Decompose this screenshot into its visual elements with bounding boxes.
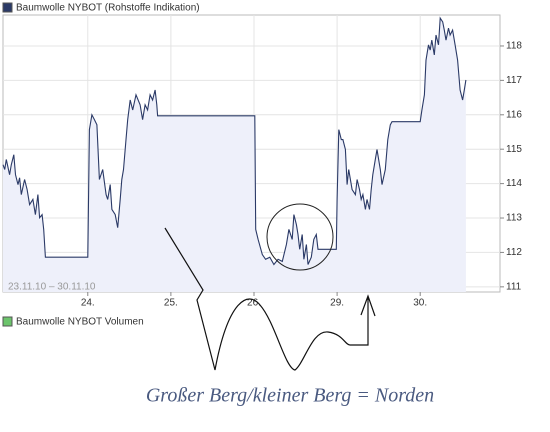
- y-tick-label: 112: [506, 247, 522, 258]
- annotation-sketch: [164, 227, 376, 371]
- volume-swatch: [2, 316, 13, 327]
- line: [2, 16, 467, 266]
- y-tick-label: 115: [506, 144, 522, 155]
- y-tick-label: 116: [506, 109, 522, 120]
- y-tick-label: 117: [506, 75, 522, 86]
- annotation: Großer Berg/kleiner Berg = Norden: [146, 385, 434, 407]
- y-tick-label: 114: [506, 178, 522, 189]
- y-tick-label: 111: [506, 281, 522, 292]
- date-range: 23.11.10 – 30.11.10: [8, 282, 96, 293]
- area: [3, 18, 466, 292]
- x-tick-label: 26.: [247, 298, 261, 309]
- x-tick-label: 24.: [81, 298, 95, 309]
- annotation-circle: [266, 203, 334, 271]
- y-tick-label: 118: [506, 41, 522, 52]
- volume-title: Baumwolle NYBOT Volumen: [16, 317, 144, 328]
- y-tick-label: 113: [506, 213, 522, 224]
- legend-swatch: [2, 2, 13, 13]
- x-tick-label: 29.: [330, 298, 344, 309]
- x-tick-label: 30.: [413, 298, 427, 309]
- chart-title: Baumwolle NYBOT (Rohstoffe Indikation): [16, 3, 200, 14]
- x-tick-label: 25.: [164, 298, 178, 309]
- plot: 111 112 113 114 115 116 117 118 24. 25. 26. 29. 30. 2…: [2, 14, 522, 309]
